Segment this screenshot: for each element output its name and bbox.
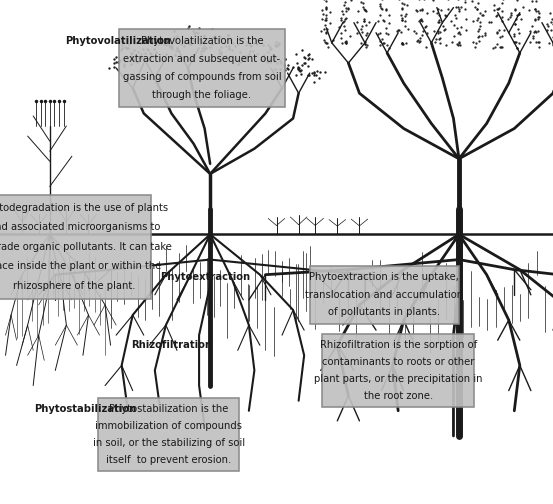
Text: Phytovolatilization: Phytovolatilization [65, 36, 171, 46]
Text: place inside the plant or within the: place inside the plant or within the [0, 262, 162, 272]
Text: of pollutants in plants.: of pollutants in plants. [328, 307, 440, 318]
Text: extraction and subsequent out-: extraction and subsequent out- [123, 54, 280, 64]
Text: the root zone.: the root zone. [363, 391, 433, 401]
Text: immobilization of compounds: immobilization of compounds [95, 421, 242, 431]
Text: in soil, or the stabilizing of soil: in soil, or the stabilizing of soil [92, 438, 245, 448]
Text: plant parts, or the precipitation in: plant parts, or the precipitation in [314, 374, 482, 384]
Text: Phytodegradation is the use of plants: Phytodegradation is the use of plants [0, 203, 168, 213]
Text: Phytostabilization: Phytostabilization [34, 404, 136, 414]
Text: Phytoextraction: Phytoextraction [160, 272, 250, 282]
Bar [0, 195, 150, 298]
Bar [310, 266, 459, 324]
Text: and associated microorganisms to: and associated microorganisms to [0, 222, 160, 232]
Bar [322, 334, 474, 407]
Text: itself  to prevent erosion.: itself to prevent erosion. [106, 455, 231, 465]
Text: Phytostabilization is the: Phytostabilization is the [109, 404, 228, 414]
Text: contaminants to roots or other: contaminants to roots or other [322, 357, 474, 367]
Text: Rhizofiltration is the sorption of: Rhizofiltration is the sorption of [320, 340, 477, 350]
Text: translocation and accumulation: translocation and accumulation [305, 290, 463, 300]
Bar [98, 398, 239, 471]
Bar [119, 29, 285, 107]
Text: rhizosphere of the plant.: rhizosphere of the plant. [13, 281, 136, 291]
Text: Rhizofiltration: Rhizofiltration [131, 340, 212, 350]
Text: Phytovolatilization is the: Phytovolatilization is the [140, 36, 263, 46]
Text: degrade organic pollutants. It can take: degrade organic pollutants. It can take [0, 242, 171, 252]
Text: gassing of compounds from soil: gassing of compounds from soil [123, 72, 281, 82]
Text: through the foliage.: through the foliage. [152, 90, 252, 100]
Text: Phytoextraction is the uptake,: Phytoextraction is the uptake, [309, 272, 460, 282]
